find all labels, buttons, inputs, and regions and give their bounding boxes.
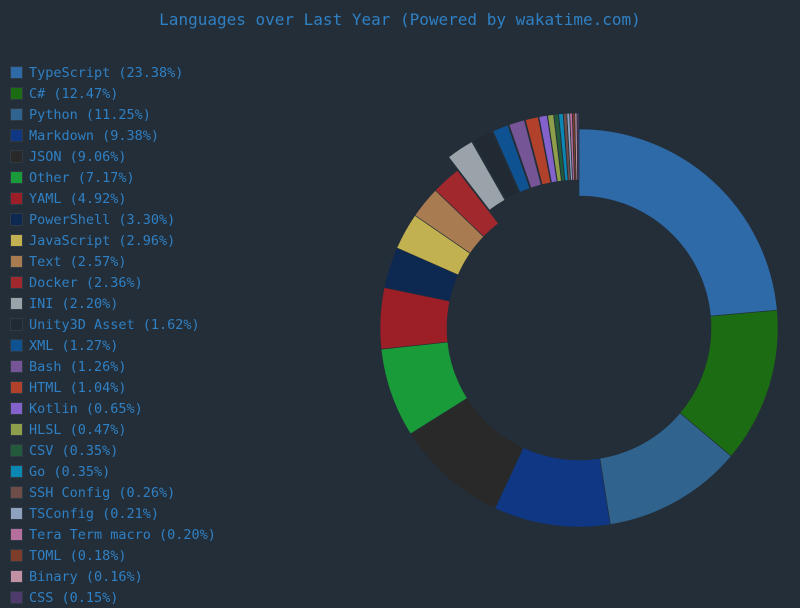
legend-item: Binary (0.16%) [10, 566, 310, 587]
legend-swatch [10, 486, 23, 499]
legend-item: JavaScript (2.96%) [10, 230, 310, 251]
legend-swatch [10, 108, 23, 121]
legend-swatch [10, 360, 23, 373]
pie-slice [576, 112, 580, 181]
legend-swatch [10, 381, 23, 394]
legend-item: Kotlin (0.65%) [10, 398, 310, 419]
legend-swatch [10, 192, 23, 205]
legend-item: Unity3D Asset (1.62%) [10, 314, 310, 335]
legend-item: PowerShell (3.30%) [10, 209, 310, 230]
legend-item: Bash (1.26%) [10, 356, 310, 377]
legend-item: JSON (9.06%) [10, 146, 310, 167]
legend-swatch [10, 297, 23, 310]
legend-swatch [10, 171, 23, 184]
pie-slice [508, 119, 542, 189]
legend-label: TOML (0.18%) [29, 547, 127, 564]
legend-swatch [10, 234, 23, 247]
legend-label: Tera Term macro (0.20%) [29, 526, 216, 543]
legend-label: TSConfig (0.21%) [29, 505, 160, 522]
legend-label: HTML (1.04%) [29, 379, 127, 396]
legend-item: Tera Term macro (0.20%) [10, 524, 310, 545]
legend-swatch [10, 255, 23, 268]
chart-title: Languages over Last Year (Powered by wak… [159, 10, 641, 29]
pie-slice [472, 131, 519, 200]
legend-item: YAML (4.92%) [10, 188, 310, 209]
legend-swatch [10, 528, 23, 541]
legend-label: C# (12.47%) [29, 85, 119, 102]
legend-item: INI (2.20%) [10, 293, 310, 314]
legend-item: TSConfig (0.21%) [10, 503, 310, 524]
legend-swatch [10, 465, 23, 478]
pie-slice [578, 128, 778, 317]
legend-swatch [10, 402, 23, 415]
legend-label: Kotlin (0.65%) [29, 400, 143, 417]
legend-label: CSV (0.35%) [29, 442, 119, 459]
legend-label: PowerShell (3.30%) [29, 211, 176, 228]
legend-swatch [10, 318, 23, 331]
legend-item: TOML (0.18%) [10, 545, 310, 566]
legend-swatch [10, 444, 23, 457]
legend-label: YAML (4.92%) [29, 190, 127, 207]
legend-item: Other (7.17%) [10, 167, 310, 188]
legend-item: Python (11.25%) [10, 104, 310, 125]
pie-slice [553, 113, 566, 182]
pie-slice [524, 116, 552, 186]
legend-label: Docker (2.36%) [29, 274, 143, 291]
pie-slice [558, 113, 569, 181]
legend-label: Text (2.57%) [29, 253, 127, 270]
legend-label: Other (7.17%) [29, 169, 135, 186]
legend-swatch [10, 549, 23, 562]
legend-item: TypeScript (23.38%) [10, 62, 310, 83]
legend-swatch [10, 423, 23, 436]
legend-item: HLSL (0.47%) [10, 419, 310, 440]
legend-item: Go (0.35%) [10, 461, 310, 482]
legend-swatch [10, 570, 23, 583]
legend-swatch [10, 87, 23, 100]
pie-slice [492, 124, 531, 193]
pie-slice [538, 115, 558, 183]
legend-label: TypeScript (23.38%) [29, 64, 184, 81]
legend-swatch [10, 507, 23, 520]
legend-label: Markdown (9.38%) [29, 127, 160, 144]
legend-swatch [10, 150, 23, 163]
legend-label: INI (2.20%) [29, 295, 119, 312]
pie-slice [434, 169, 499, 238]
legend-item: XML (1.27%) [10, 335, 310, 356]
legend-label: JavaScript (2.96%) [29, 232, 176, 249]
legend-item: Text (2.57%) [10, 251, 310, 272]
legend-label: SSH Config (0.26%) [29, 484, 176, 501]
legend-swatch [10, 276, 23, 289]
legend-swatch [10, 129, 23, 142]
legend-label: Bash (1.26%) [29, 358, 127, 375]
legend-swatch [10, 213, 23, 226]
legend-item: CSV (0.35%) [10, 440, 310, 461]
pie-slice [547, 114, 562, 182]
legend-item: HTML (1.04%) [10, 377, 310, 398]
legend-item: Markdown (9.38%) [10, 125, 310, 146]
legend-item: Docker (2.36%) [10, 272, 310, 293]
legend-label: Go (0.35%) [29, 463, 111, 480]
legend-item: C# (12.47%) [10, 83, 310, 104]
legend-swatch [10, 66, 23, 79]
legend-label: HLSL (0.47%) [29, 421, 127, 438]
legend-label: JSON (9.06%) [29, 148, 127, 165]
legend-swatch [10, 339, 23, 352]
legend-label: Python (11.25%) [29, 106, 151, 123]
chart-legend: TypeScript (23.38%) C# (12.47%) Python (11… [10, 62, 310, 608]
legend-item: SSH Config (0.26%) [10, 482, 310, 503]
legend-label: XML (1.27%) [29, 337, 119, 354]
pie-slice [448, 141, 506, 211]
legend-label: Unity3D Asset (1.62%) [29, 316, 200, 333]
legend-label: Binary (0.16%) [29, 568, 143, 585]
